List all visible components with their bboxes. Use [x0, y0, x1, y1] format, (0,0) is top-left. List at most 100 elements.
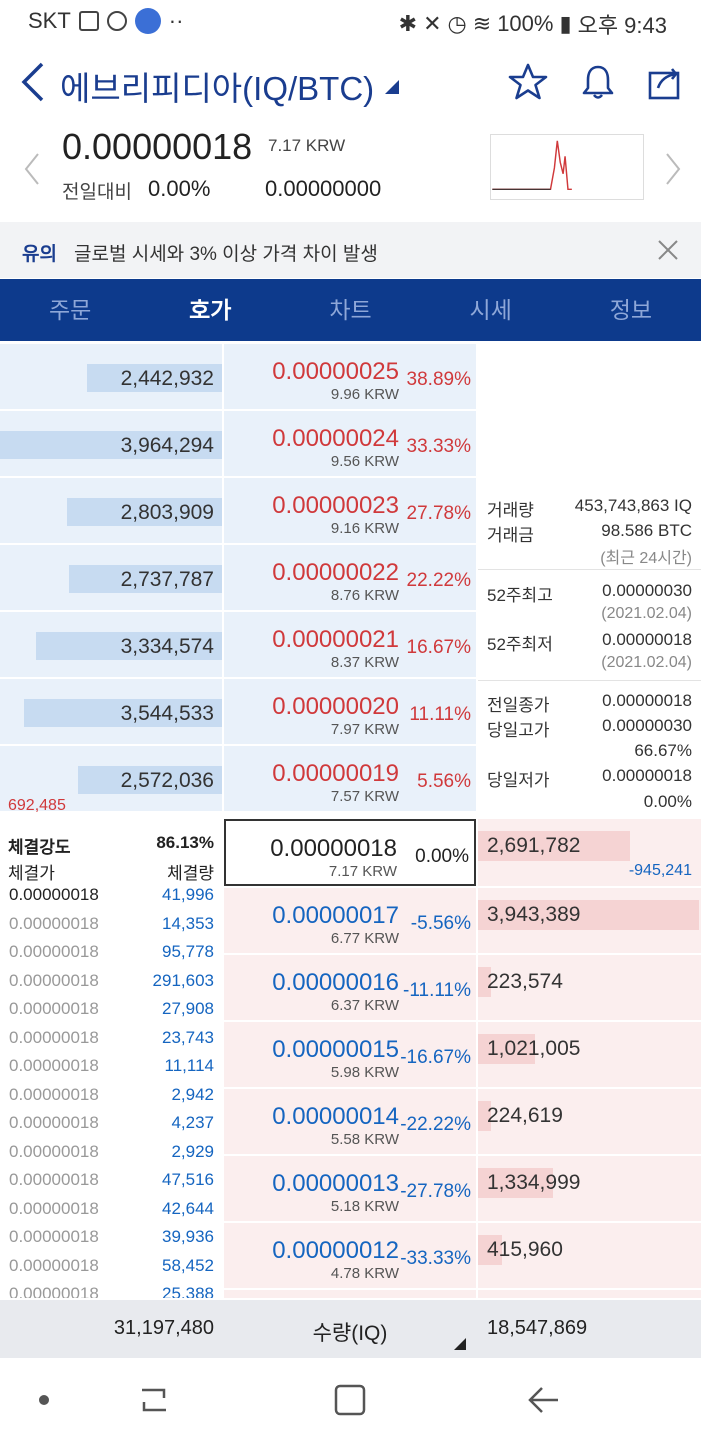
trade-qty: 291,603 — [152, 970, 214, 990]
prev-close-label: 전일종가 — [487, 696, 550, 715]
trade-qty: 47,516 — [162, 1170, 214, 1189]
trade-price: 0.00000018 — [9, 1227, 99, 1246]
unit-selector[interactable]: 수량(IQ) — [224, 1300, 476, 1358]
page-title[interactable]: 에브리피디아(IQ/BTC) — [60, 70, 375, 107]
bid-volume-cell[interactable]: 223,574 — [478, 955, 701, 1020]
tab-market-price[interactable]: 시세 — [469, 297, 512, 323]
bid-volume-cell[interactable]: 1,334,999 — [478, 1156, 701, 1221]
battery-label: 100% — [497, 11, 554, 36]
market-info-panel: 거래량 453,743,863 IQ 거래금 98.586 BTC (최근 24… — [478, 344, 701, 817]
bid-price: 0.00000014 — [272, 1103, 399, 1130]
orderbook: 2,442,932 0.00000025 9.96 KRW 38.89% 3,964,2… — [0, 344, 701, 1298]
bid-price: 0.00000017 — [272, 902, 399, 929]
ask-price: 0.00000022 — [272, 559, 399, 586]
ask-change-pct: 5.56% — [417, 771, 471, 792]
ask-row[interactable]: 2,572,036 0.00000019 7.57 KRW 5.56% — [0, 746, 476, 811]
bid-volume-cell[interactable]: 224,619 — [478, 1089, 701, 1154]
ask-volume-cell[interactable]: 2,442,932 — [0, 344, 222, 409]
ask-row[interactable]: 2,737,787 0.00000022 8.76 KRW 22.22% — [0, 545, 476, 610]
home-icon[interactable] — [330, 1382, 370, 1418]
ask-price-krw: 9.96 KRW — [330, 386, 399, 403]
recent-apps-icon[interactable] — [134, 1382, 174, 1418]
ask-volume-cell[interactable]: 3,964,294 — [0, 411, 222, 476]
ask-price-krw: 8.37 KRW — [330, 654, 399, 671]
trade-price: 0.00000018 — [9, 1141, 99, 1161]
high52-value: 0.00000030 — [602, 581, 692, 600]
period-note: (최근 24시간) — [600, 550, 692, 567]
ask-price-cell[interactable]: 0.00000022 8.76 KRW 22.22% — [224, 545, 476, 610]
prev-coin-icon[interactable] — [22, 152, 42, 186]
next-coin-icon[interactable] — [663, 152, 683, 186]
bid-volume: 3,943,389 — [487, 903, 581, 926]
bid-volume-cell[interactable]: 1,021,005 — [478, 1022, 701, 1087]
mute-icon: ✕ — [423, 11, 442, 36]
system-nav-bar — [0, 1358, 701, 1440]
bid-volume-bar — [478, 831, 630, 861]
bid-price-cell[interactable]: 0.00000014 5.58 KRW -22.22% — [224, 1089, 476, 1154]
ask-row[interactable]: 2,442,932 0.00000025 9.96 KRW 38.89% — [0, 344, 476, 409]
ask-row[interactable]: 3,544,533 0.00000020 7.97 KRW 11.11% — [0, 679, 476, 744]
close-icon[interactable] — [656, 238, 680, 262]
back-arrow-icon[interactable] — [16, 60, 50, 104]
trade-row: 0.00000018 25,388 — [0, 1284, 222, 1298]
change-amount: 0.00000000 — [265, 176, 382, 201]
bell-icon[interactable] — [578, 62, 618, 102]
tab-order[interactable]: 주문 — [48, 297, 92, 323]
back-icon[interactable] — [524, 1382, 564, 1418]
bid-change-pct: -16.67% — [400, 1047, 471, 1068]
ask-volume-cell[interactable]: 3,544,533 — [0, 679, 222, 744]
trade-price: 0.00000018 — [9, 913, 99, 933]
ask-price-krw: 9.16 KRW — [330, 520, 399, 537]
ask-price-cell[interactable]: 0.00000024 9.56 KRW 33.33% — [224, 411, 476, 476]
bid-price-cell[interactable]: 0.00000012 4.78 KRW -33.33% — [224, 1223, 476, 1288]
ask-volume-cell[interactable]: 2,737,787 — [0, 545, 222, 610]
bid-volume-cell[interactable]: 3,943,389 — [478, 888, 701, 953]
ask-row[interactable]: 3,964,294 0.00000024 9.56 KRW 33.33% — [0, 411, 476, 476]
trade-price: 0.00000018 — [9, 1113, 99, 1132]
ask-price-krw: 9.56 KRW — [330, 453, 399, 470]
tab-orderbook[interactable]: 호가 — [189, 297, 232, 323]
ask-volume-cell[interactable]: 3,334,574 — [0, 612, 222, 677]
trade-qty: 11,114 — [164, 1056, 214, 1075]
ask-volume-bar — [67, 498, 222, 526]
current-price-row[interactable]: 0.00000018 7.17 KRW 0.00% — [224, 819, 476, 886]
ask-price-cell[interactable]: 0.00000023 9.16 KRW 27.78% — [224, 478, 476, 543]
tab-info[interactable]: 정보 — [609, 297, 653, 323]
bid-volume-bar — [478, 1168, 553, 1198]
bid-change-pct: -5.56% — [410, 913, 471, 934]
trade-row: 0.00000018 14,353 — [0, 914, 222, 942]
ask-price-cell[interactable]: 0.00000025 9.96 KRW 38.89% — [224, 344, 476, 409]
ask-price-cell[interactable]: 0.00000020 7.97 KRW 11.11% — [224, 679, 476, 744]
ask-row[interactable]: 3,334,574 0.00000021 8.37 KRW 16.67% — [0, 612, 476, 677]
trade-row: 0.00000018 2,929 — [0, 1142, 222, 1170]
ask-price-cell[interactable]: 0.00000021 8.37 KRW 16.67% — [224, 612, 476, 677]
bid-price-cell[interactable]: 0.00000016 6.37 KRW -11.11% — [224, 955, 476, 1020]
ask-price-cell[interactable]: 0.00000019 7.57 KRW 5.56% — [224, 746, 476, 811]
battery-icon: ▮ — [559, 11, 572, 36]
share-icon[interactable] — [646, 62, 686, 102]
bid-volume-cell[interactable]: 2,691,782 -945,241 — [478, 819, 701, 886]
bid-price-krw: 5.18 KRW — [330, 1198, 399, 1215]
high52-label: 52주최고 — [487, 586, 553, 605]
title-dropdown-icon[interactable] — [383, 78, 399, 94]
amount-label: 거래금 — [487, 526, 534, 545]
ask-volume-cell[interactable]: 2,572,036 — [0, 746, 222, 811]
trade-qty: 2,942 — [171, 1084, 214, 1104]
dot-icon[interactable] — [24, 1382, 64, 1418]
bid-volume-cell[interactable]: 415,960 — [478, 1223, 701, 1288]
bid-change-pct: -11.11% — [403, 980, 471, 1001]
bid-price-krw: 5.58 KRW — [330, 1131, 399, 1148]
ask-volume-bar — [87, 364, 222, 392]
volume-label: 거래량 — [487, 501, 534, 520]
tab-chart[interactable]: 차트 — [329, 297, 372, 323]
star-icon[interactable] — [508, 62, 548, 102]
bid-price-cell[interactable]: 0.00000013 5.18 KRW -27.78% — [224, 1156, 476, 1221]
ask-volume-cell[interactable]: 2,803,909 — [0, 478, 222, 543]
trade-price: 0.00000018 — [9, 1255, 99, 1275]
bid-price-cell[interactable]: 0.00000015 5.98 KRW -16.67% — [224, 1022, 476, 1087]
bid-change-pct: -22.22% — [400, 1114, 471, 1135]
mini-price-chart[interactable] — [490, 134, 644, 200]
ask-row[interactable]: 2,803,909 0.00000023 9.16 KRW 27.78% — [0, 478, 476, 543]
bid-price-cell[interactable]: 0.00000017 6.77 KRW -5.56% — [224, 888, 476, 953]
price-summary: 0.00000018 7.17 KRW 전일대비 0.00% 0.0000000… — [0, 122, 701, 220]
